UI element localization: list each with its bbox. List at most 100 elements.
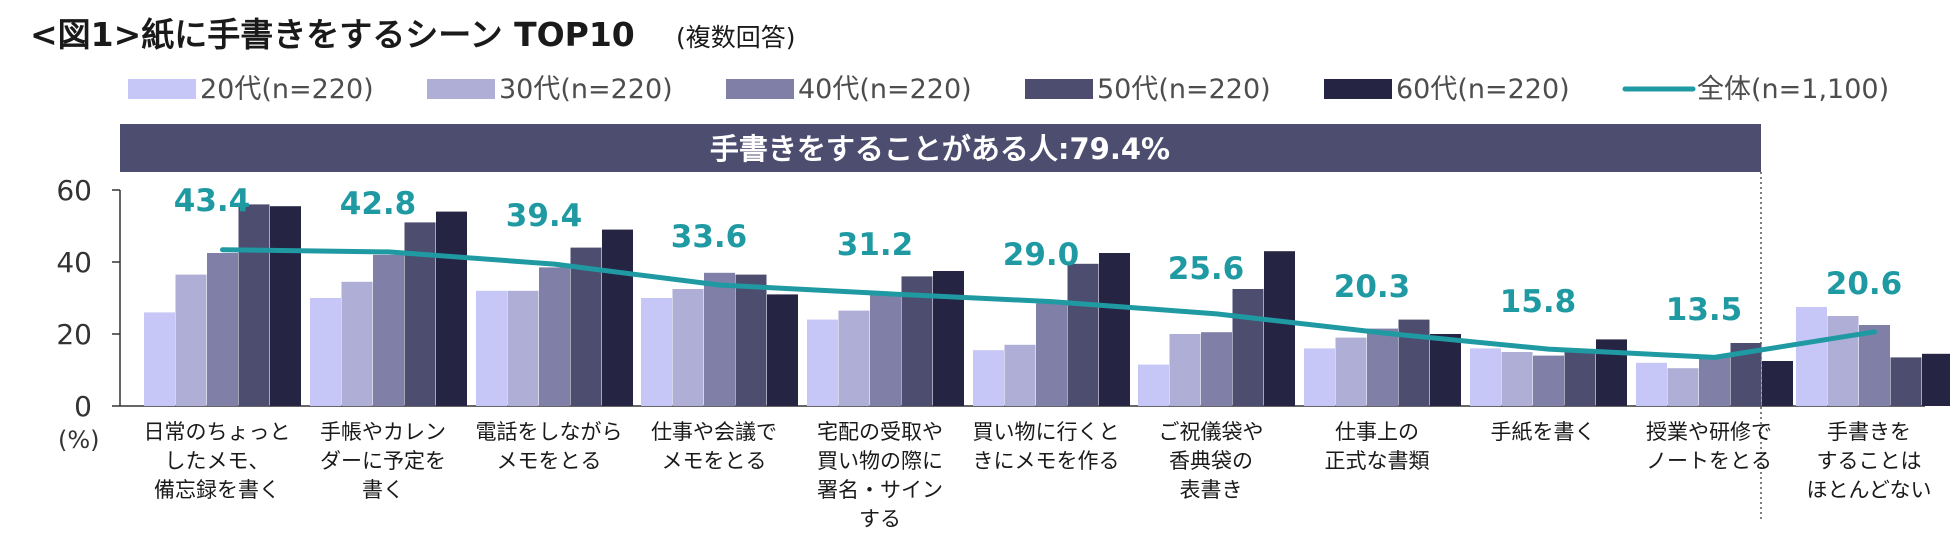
bar-8-series-5 xyxy=(1430,334,1461,406)
bar-10-series-1 xyxy=(1636,362,1667,406)
bar-2-series-4 xyxy=(404,222,436,406)
bar-6-series-5 xyxy=(1099,253,1130,406)
category-label-11: 手書きを xyxy=(1827,420,1911,444)
banner: 手書きをすることがある人:79.4% xyxy=(120,124,1761,172)
bar-7-series-3 xyxy=(1201,332,1232,406)
bar-4-series-4 xyxy=(735,274,767,406)
category-label-2: ダーに予定を xyxy=(320,449,446,473)
bar-9-series-1 xyxy=(1470,348,1501,406)
total-value-label-11: 20.6 xyxy=(1826,266,1903,302)
category-label-4: 仕事や会議で xyxy=(651,420,777,444)
bar-9-series-3 xyxy=(1533,355,1564,406)
banner-text: 手書きをすることがある人:79.4% xyxy=(710,132,1170,166)
total-value-label-4: 33.6 xyxy=(671,219,748,255)
bar-6-series-4 xyxy=(1067,263,1099,406)
bar-11-series-2 xyxy=(1827,316,1859,406)
bar-6-series-1 xyxy=(973,350,1004,406)
legend-label-4: 50代(n=220) xyxy=(1097,74,1271,105)
bar-1-series-4 xyxy=(238,204,270,406)
total-value-label-10: 13.5 xyxy=(1666,292,1743,328)
total-value-label-2: 42.8 xyxy=(340,186,417,222)
category-label-11: することは xyxy=(1817,449,1922,473)
bar-6-series-2 xyxy=(1004,344,1036,406)
category-label-7: 表書き xyxy=(1180,478,1243,502)
legend-label-total: 全体(n=1,100) xyxy=(1697,74,1889,105)
bar-5-series-3 xyxy=(870,294,901,406)
legend-label-5: 60代(n=220) xyxy=(1396,74,1570,105)
y-tick-label: 60 xyxy=(56,174,92,207)
bar-1-series-1 xyxy=(144,312,175,406)
bar-7-series-4 xyxy=(1232,289,1264,406)
bar-1-series-3 xyxy=(207,253,238,406)
category-label-6: きにメモを作る xyxy=(973,449,1120,473)
bar-10-series-2 xyxy=(1667,368,1699,406)
category-label-8: 仕事上の xyxy=(1335,420,1419,444)
legend-label-2: 30代(n=220) xyxy=(499,74,673,105)
legend: 20代(n=220) 30代(n=220) 40代(n=220) 50代(n=220)… xyxy=(128,74,1889,105)
bar-11-series-5 xyxy=(1922,353,1950,406)
category-label-6: 買い物に行くと xyxy=(973,420,1120,444)
category-label-7: ご祝儀袋や xyxy=(1159,420,1264,444)
bars xyxy=(144,204,1950,406)
bar-7-series-1 xyxy=(1138,364,1169,406)
bar-3-series-5 xyxy=(602,229,633,406)
bar-8-series-2 xyxy=(1335,337,1367,406)
bar-7-series-5 xyxy=(1264,251,1295,406)
category-label-4: メモをとる xyxy=(662,449,767,473)
total-value-label-3: 39.4 xyxy=(506,198,583,234)
y-tick-label: 40 xyxy=(56,246,92,279)
total-value-label-7: 25.6 xyxy=(1168,251,1245,287)
bar-5-series-5 xyxy=(933,271,964,406)
total-value-label-9: 15.8 xyxy=(1500,284,1577,320)
category-label-2: 書く xyxy=(362,478,404,502)
legend-label-3: 40代(n=220) xyxy=(798,74,972,105)
chart-subtitle: (複数回答) xyxy=(676,23,796,52)
chart-title: <図1>紙に手書きをするシーン TOP10 xyxy=(30,15,635,54)
category-label-5: 宅配の受取や xyxy=(817,420,943,444)
bar-4-series-5 xyxy=(767,294,798,406)
bar-3-series-4 xyxy=(570,247,602,406)
category-label-1: 備忘録を書く xyxy=(154,478,280,502)
category-label-5: する xyxy=(859,507,901,531)
category-label-3: メモをとる xyxy=(497,449,602,473)
bar-10-series-3 xyxy=(1699,357,1730,406)
bar-4-series-3 xyxy=(704,272,735,406)
category-label-2: 手帳やカレン xyxy=(320,420,446,444)
banner-background xyxy=(120,124,1761,172)
bar-11-series-1 xyxy=(1796,307,1827,406)
bar-8-series-1 xyxy=(1304,348,1335,406)
category-label-1: したメモ、 xyxy=(165,449,270,473)
total-value-label-5: 31.2 xyxy=(837,227,914,263)
bar-5-series-1 xyxy=(807,319,838,406)
bar-10-series-5 xyxy=(1762,361,1793,406)
bar-2-series-2 xyxy=(341,281,373,406)
category-label-5: 買い物の際に xyxy=(817,449,943,473)
category-label-5: 署名・サイン xyxy=(817,478,943,502)
category-label-9: 手紙を書く xyxy=(1491,420,1596,444)
bar-1-series-2 xyxy=(175,274,207,406)
bar-3-series-3 xyxy=(539,267,570,406)
category-label-10: 授業や研修で xyxy=(1646,420,1772,444)
total-line xyxy=(220,247,1877,360)
legend-swatch-3 xyxy=(726,79,794,99)
bar-4-series-2 xyxy=(672,289,704,406)
legend-swatch-4 xyxy=(1025,79,1093,99)
total-value-label-1: 43.4 xyxy=(174,183,251,219)
category-label-1: 日常のちょっと xyxy=(144,420,291,444)
total-value-labels: 43.4 42.8 39.4 33.6 31.2 29.0 25.6 20.3 15.8 13.5… xyxy=(174,183,1903,328)
category-label-10: ノートをとる xyxy=(1646,449,1772,473)
category-label-3: 電話をしながら xyxy=(476,420,623,444)
bar-2-series-5 xyxy=(436,211,467,406)
bar-5-series-2 xyxy=(838,310,870,406)
total-value-label-8: 20.3 xyxy=(1334,269,1411,305)
total-line-group xyxy=(220,247,1877,360)
category-label-8: 正式な書類 xyxy=(1325,449,1430,473)
bar-9-series-4 xyxy=(1564,352,1596,406)
bar-2-series-1 xyxy=(310,298,341,406)
legend-swatch-1 xyxy=(128,79,196,99)
bar-6-series-3 xyxy=(1036,303,1067,406)
title-group: <図1>紙に手書きをするシーン TOP10 (複数回答) xyxy=(30,15,796,54)
y-tick-label: 20 xyxy=(56,318,92,351)
